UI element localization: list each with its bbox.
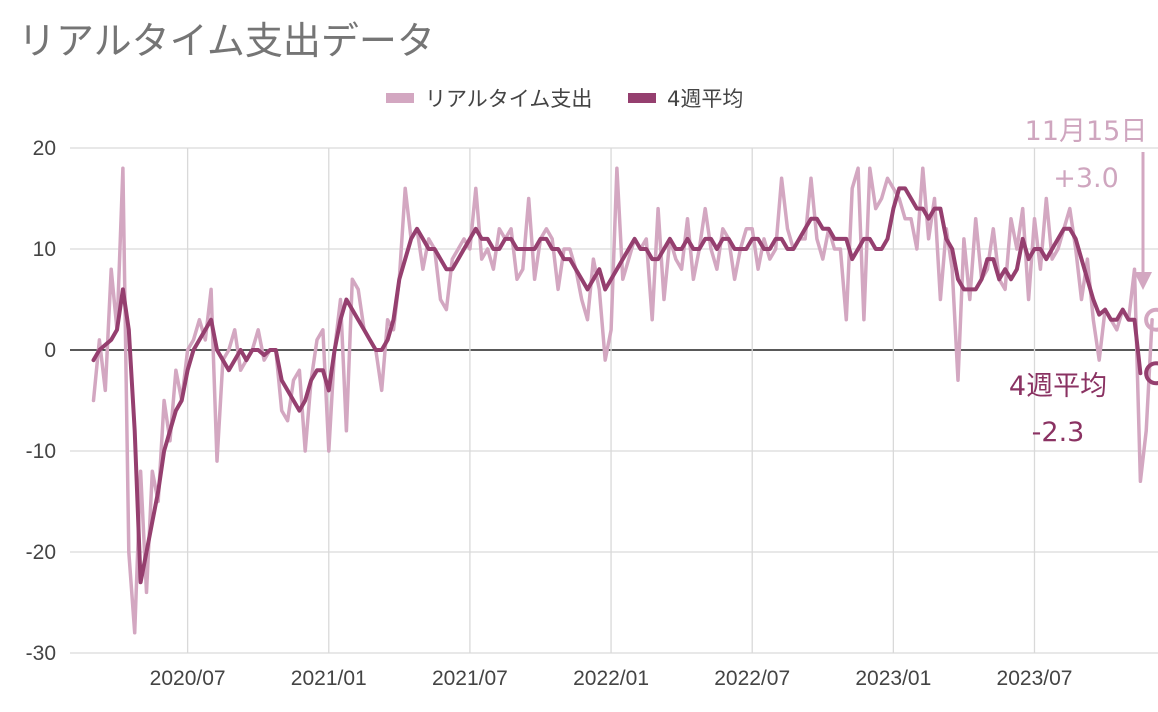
annotation-avg-value: -2.3 (1032, 417, 1085, 448)
marker-avg-last (1144, 361, 1158, 386)
legend: リアルタイム支出 4週平均 (386, 87, 743, 111)
y-tick-label: -10 (26, 440, 56, 463)
y-tick-label: 10 (33, 238, 56, 261)
legend-swatch-realtime (386, 93, 414, 103)
annotation-avg-label: 4週平均 (1009, 371, 1107, 402)
legend-label-realtime: リアルタイム支出 (425, 87, 592, 111)
x-tick-label: 2022/01 (573, 667, 649, 690)
annotation-realtime-value: +3.0 (1053, 163, 1119, 194)
x-tick-label: 2021/01 (291, 667, 367, 690)
annotation-arrow-head (1134, 272, 1152, 290)
x-tick-label: 2021/07 (432, 667, 508, 690)
annotations: 11月15日 +3.0 4週平均 -2.3 (1009, 116, 1158, 448)
y-axis-ticks: 20 10 0 -10 -20 -30 (26, 137, 56, 665)
annotation-date: 11月15日 (1025, 116, 1148, 147)
x-tick-label: 2023/07 (997, 667, 1073, 690)
x-axis-ticks: 2020/07 2021/01 2021/07 2022/01 2022/07 2023/… (150, 667, 1073, 690)
y-tick-label: 0 (44, 339, 56, 362)
chart-title: リアルタイム支出データ (18, 19, 435, 63)
y-tick-label: 20 (33, 137, 56, 160)
series-line-avg (91, 186, 1143, 585)
y-tick-label: -20 (26, 541, 56, 564)
x-tick-label: 2020/07 (150, 667, 226, 690)
series-layer (91, 166, 1154, 635)
legend-label-avg: 4週平均 (667, 87, 743, 111)
y-tick-label: -30 (26, 642, 56, 665)
marker-realtime-last (1144, 307, 1158, 332)
x-tick-label: 2022/07 (714, 667, 790, 690)
series-line-realtime (91, 166, 1154, 635)
legend-swatch-avg (628, 93, 656, 103)
x-tick-label: 2023/01 (855, 667, 931, 690)
